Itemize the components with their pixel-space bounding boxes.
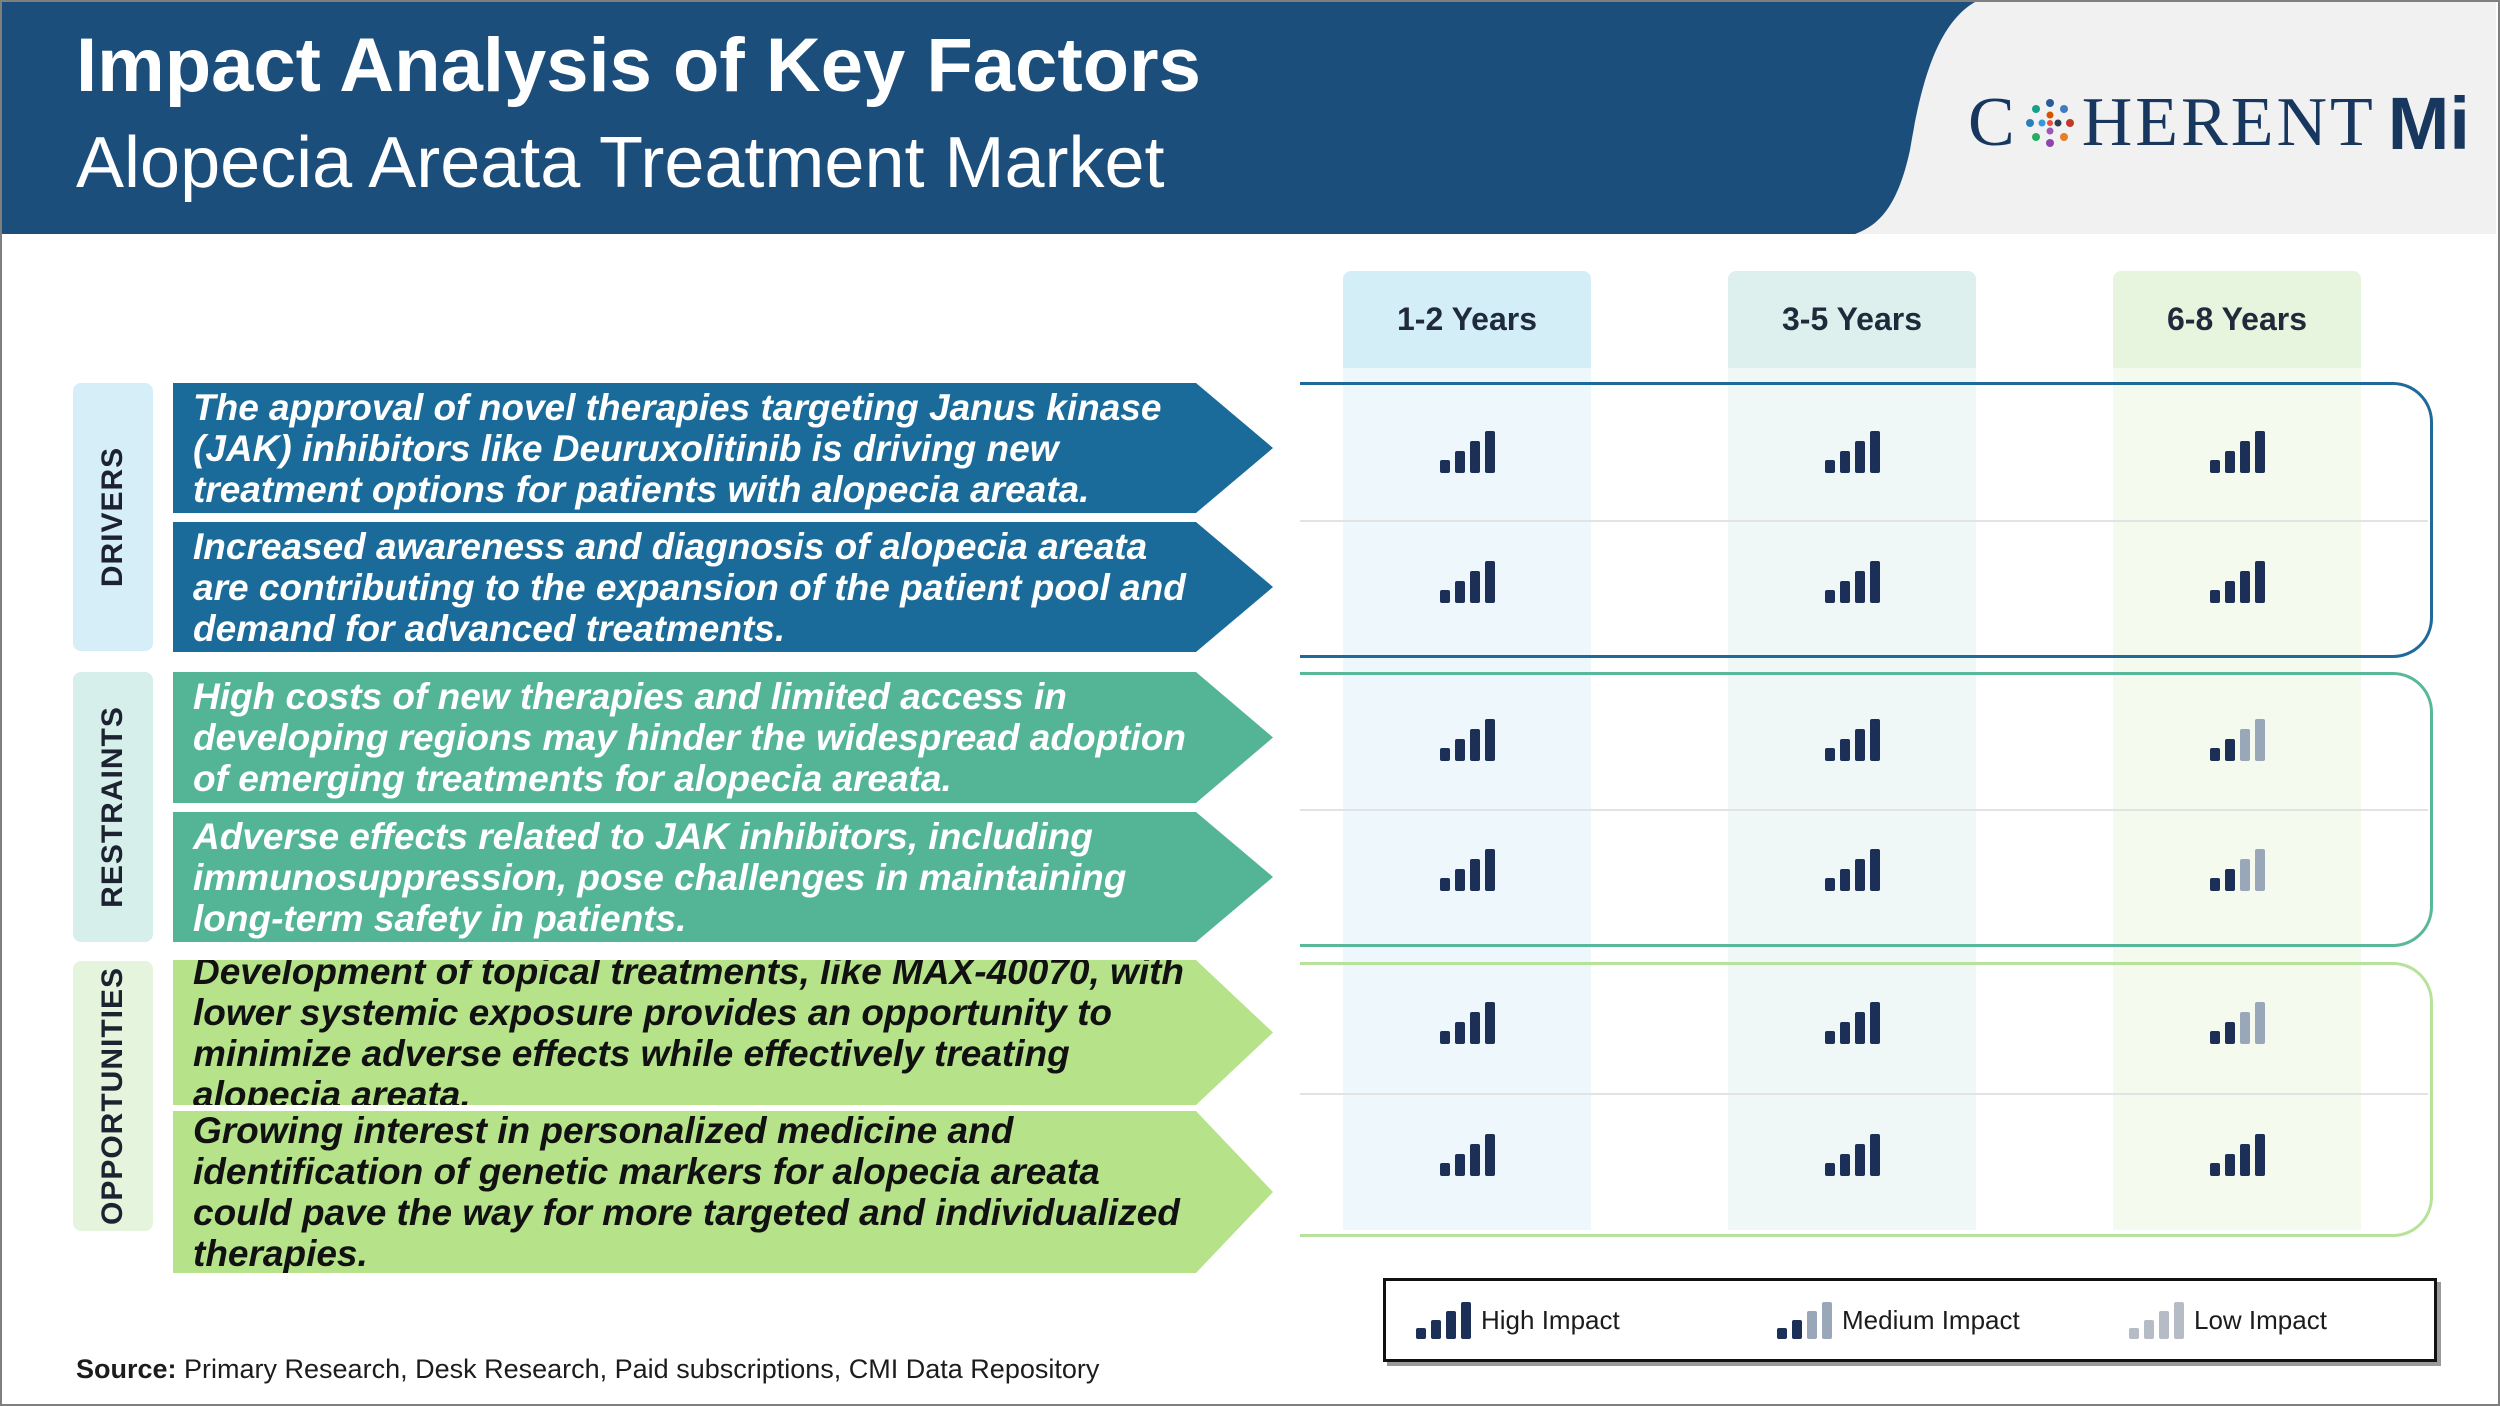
factor-arrow: High costs of new therapies and limited … — [173, 672, 1273, 803]
section-label: OPPORTUNITIES — [96, 966, 129, 1226]
impact-cell — [2113, 983, 2361, 1063]
column-header-6-8-years: 6-8 Years — [2113, 271, 2361, 368]
section-tab-restraints: RESTRAINTS — [73, 672, 153, 942]
source-label: Source: — [76, 1354, 177, 1384]
medium-impact-icon — [2209, 1002, 2265, 1044]
impact-cell — [1728, 412, 1976, 492]
source-note: Source: Primary Research, Desk Research,… — [76, 1354, 1099, 1385]
impact-cell — [2113, 412, 2361, 492]
section-label: DRIVERS — [96, 446, 130, 588]
high-impact-icon — [1824, 1002, 1880, 1044]
high-impact-icon — [1439, 1002, 1495, 1044]
impact-cell — [1343, 412, 1591, 492]
high-impact-icon — [1824, 1134, 1880, 1176]
drivers-group-outline — [1300, 382, 2433, 658]
column-header-1-2-years: 1-2 Years — [1343, 271, 1591, 368]
medium-impact-icon — [2209, 719, 2265, 761]
column-header-3-5-years: 3-5 Years — [1728, 271, 1976, 368]
factor-arrow: Adverse effects related to JAK inhibitor… — [173, 812, 1273, 942]
impact-cell — [1728, 830, 1976, 910]
factor-arrow: Increased awareness and diagnosis of alo… — [173, 522, 1273, 652]
legend-medium: Medium Impact — [1777, 1281, 2020, 1359]
factor-text: High costs of new therapies and limited … — [193, 676, 1186, 799]
high-impact-icon — [1416, 1301, 1471, 1339]
high-impact-icon — [1439, 561, 1495, 603]
row-divider — [1300, 809, 2428, 811]
factor-text: Growing interest in personalized medicin… — [193, 1110, 1180, 1274]
impact-cell — [1343, 830, 1591, 910]
medium-impact-icon — [1777, 1301, 1832, 1339]
legend-high: High Impact — [1416, 1281, 1620, 1359]
factor-text: Development of topical treatments, like … — [193, 950, 1185, 1115]
logo-text-right: HERENT — [2081, 84, 2376, 161]
row-divider — [1300, 520, 2428, 522]
row-divider — [1300, 1093, 2428, 1095]
impact-cell — [1728, 700, 1976, 780]
factor-arrow: The approval of novel therapies targetin… — [173, 383, 1273, 513]
high-impact-icon — [1824, 431, 1880, 473]
high-impact-icon — [2209, 1134, 2265, 1176]
factor-text: The approval of novel therapies targetin… — [193, 386, 1162, 510]
medium-impact-icon — [2209, 849, 2265, 891]
factor-arrow: Development of topical treatments, like … — [173, 960, 1273, 1105]
legend-high-label: High Impact — [1481, 1304, 1620, 1335]
impact-cell — [2113, 542, 2361, 622]
impact-cell — [1343, 1115, 1591, 1195]
high-impact-icon — [1824, 849, 1880, 891]
column-body-1-2-years — [1343, 368, 1591, 1230]
high-impact-icon — [1439, 1134, 1495, 1176]
high-impact-icon — [1824, 719, 1880, 761]
restraints-group-outline — [1300, 672, 2433, 947]
impact-cell — [2113, 1115, 2361, 1195]
legend-low: Low Impact — [2129, 1281, 2327, 1359]
high-impact-icon — [1439, 431, 1495, 473]
opportunities-group-outline — [1300, 962, 2433, 1237]
high-impact-icon — [2209, 431, 2265, 473]
low-impact-icon — [2129, 1301, 2184, 1339]
impact-cell — [1728, 542, 1976, 622]
page-title: Impact Analysis of Key Factors — [76, 23, 1201, 108]
high-impact-icon — [1439, 849, 1495, 891]
impact-cell — [1343, 700, 1591, 780]
impact-cell — [1343, 983, 1591, 1063]
legend-low-label: Low Impact — [2194, 1304, 2327, 1335]
section-label: RESTRAINTS — [96, 706, 129, 908]
impact-cell — [1728, 1115, 1976, 1195]
impact-cell — [2113, 700, 2361, 780]
high-impact-icon — [1824, 561, 1880, 603]
legend-medium-label: Medium Impact — [1842, 1304, 2020, 1335]
header-banner — [2, 2, 1975, 234]
impact-cell — [1343, 542, 1591, 622]
source-text: Primary Research, Desk Research, Paid su… — [176, 1354, 1100, 1384]
column-body-6-8-years — [2113, 368, 2361, 1230]
impact-cell — [1728, 983, 1976, 1063]
logo-mi: Mi — [2387, 81, 2470, 165]
globe-icon — [2025, 99, 2074, 147]
high-impact-icon — [2209, 561, 2265, 603]
factor-text: Increased awareness and diagnosis of alo… — [193, 525, 1186, 649]
factor-arrow: Growing interest in personalized medicin… — [173, 1111, 1273, 1273]
section-tab-opportunities: OPPORTUNITIES — [73, 961, 153, 1231]
page-subtitle: Alopecia Areata Treatment Market — [76, 123, 1165, 203]
section-tab-drivers: DRIVERS — [73, 383, 153, 651]
coherent-mi-logo: C HERENT Mi — [1968, 78, 2470, 168]
impact-cell — [2113, 830, 2361, 910]
factor-text: Adverse effects related to JAK inhibitor… — [193, 815, 1127, 939]
impact-legend: High Impact Medium Impact Low Impact — [1383, 1278, 2437, 1362]
high-impact-icon — [1439, 719, 1495, 761]
column-body-3-5-years — [1728, 368, 1976, 1230]
logo-text-left: C — [1968, 84, 2018, 161]
